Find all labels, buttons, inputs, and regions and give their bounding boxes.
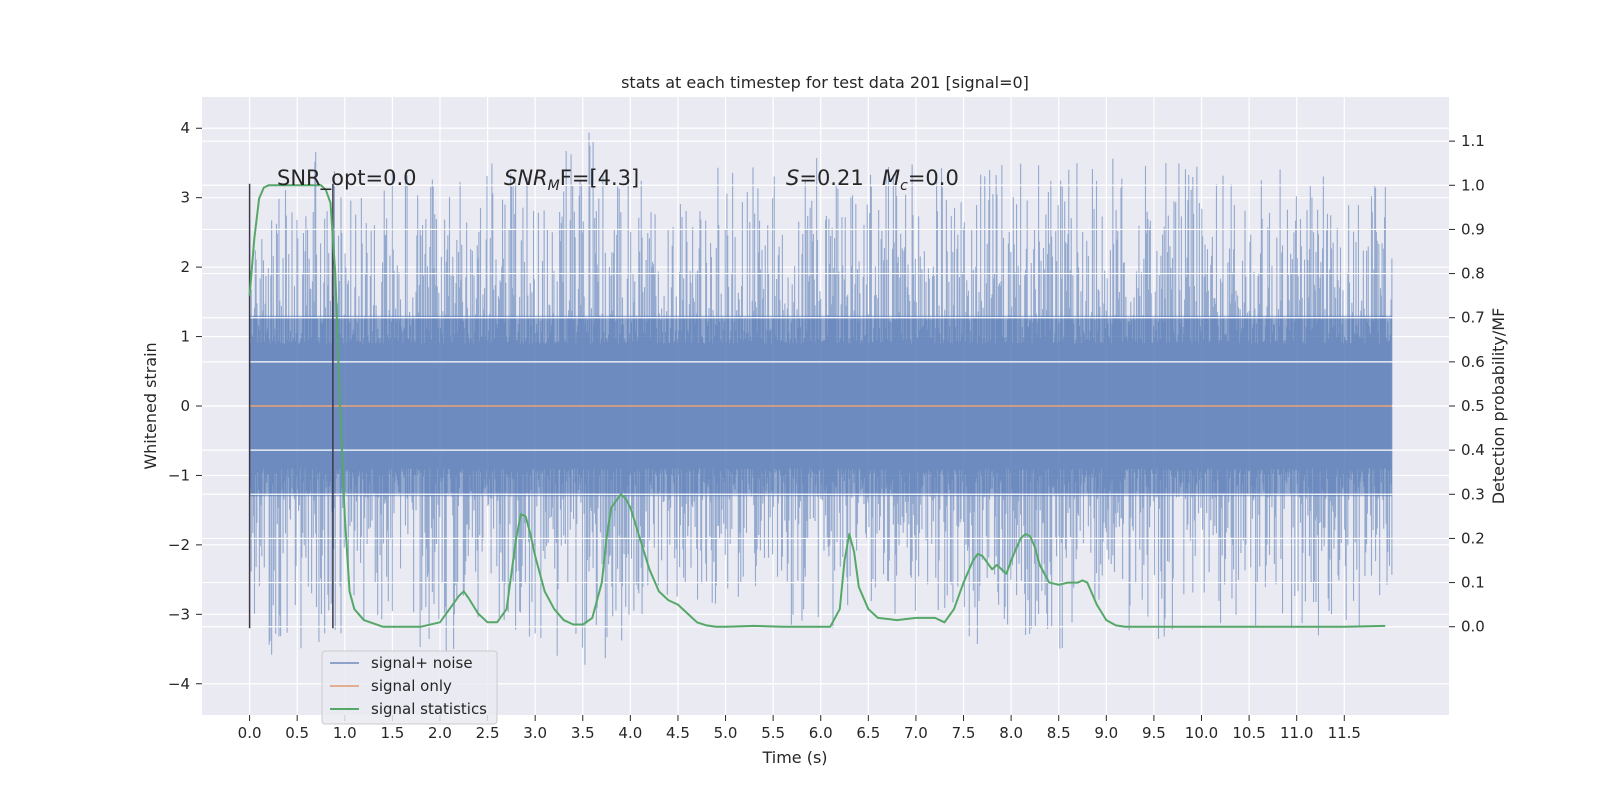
- y-left-tick-label: −1: [168, 466, 190, 484]
- x-tick-label: 8.0: [999, 724, 1023, 742]
- y-right-tick-label: 0.9: [1461, 220, 1485, 238]
- y-right-tick-label: 1.0: [1461, 176, 1485, 194]
- y-left-tick-label: 2: [180, 258, 190, 276]
- signal-statistics-line: [248, 184, 1386, 628]
- x-tick-label: 1.5: [380, 724, 404, 742]
- x-tick-label: 4.0: [618, 724, 642, 742]
- y-right-tick-label: 0.7: [1461, 309, 1485, 327]
- legend-label-signal-statistics: signal statistics: [371, 700, 487, 718]
- x-tick-label: 0.5: [285, 724, 309, 742]
- y-left-tick-label: 0: [180, 397, 190, 415]
- annotations: SNR_opt=0.0 SNRMF=[4.3] S=0.21 Mc=0.0: [277, 166, 959, 194]
- x-tick-label: 5.5: [761, 724, 785, 742]
- y-right-axis-ticks: 1.1 1.0 0.9 0.8 0.7 0.6 0.5 0.4 0.3 0.2 0.1 0.0: [1449, 132, 1485, 636]
- x-axis-label: Time (s): [761, 748, 827, 767]
- y-left-tick-label: −4: [168, 675, 190, 693]
- x-tick-label: 2.0: [428, 724, 452, 742]
- x-tick-label: 0.0: [238, 724, 262, 742]
- x-tick-label: 7.0: [904, 724, 928, 742]
- y-left-axis-label: Whitened strain: [141, 342, 160, 469]
- x-tick-label: 3.5: [571, 724, 595, 742]
- x-tick-label: 6.5: [856, 724, 880, 742]
- y-right-tick-label: 0.0: [1461, 618, 1485, 636]
- x-tick-label: 5.0: [714, 724, 738, 742]
- x-tick-label: 7.5: [952, 724, 976, 742]
- x-tick-label: 11.0: [1280, 724, 1313, 742]
- x-tick-label: 3.0: [523, 724, 547, 742]
- chart-title: stats at each timestep for test data 201…: [621, 73, 1029, 92]
- y-right-tick-label: 1.1: [1461, 132, 1485, 150]
- y-right-tick-label: 0.4: [1461, 441, 1485, 459]
- x-tick-label: 2.5: [476, 724, 500, 742]
- series-signal-statistics: [248, 184, 1386, 628]
- x-tick-label: 8.5: [1047, 724, 1071, 742]
- legend: signal+ noise signal only signal statist…: [321, 650, 498, 725]
- x-tick-label: 1.0: [333, 724, 357, 742]
- y-right-tick-label: 0.5: [1461, 397, 1485, 415]
- x-tick-label: 9.5: [1142, 724, 1166, 742]
- y-right-tick-label: 0.1: [1461, 574, 1485, 592]
- y-right-tick-label: 0.3: [1461, 485, 1485, 503]
- legend-box: [321, 650, 498, 725]
- y-left-tick-label: 4: [180, 119, 190, 137]
- annotation-snr-opt: SNR_opt=0.0: [277, 166, 417, 191]
- annotation-s: S=0.21: [786, 166, 864, 190]
- y-left-tick-label: 3: [180, 189, 190, 207]
- legend-label-signal-only: signal only: [371, 677, 452, 695]
- y-right-axis-label: Detection probability/MF: [1489, 308, 1508, 505]
- x-tick-label: 10.5: [1232, 724, 1265, 742]
- x-tick-label: 10.0: [1185, 724, 1218, 742]
- y-right-tick-label: 0.8: [1461, 265, 1485, 283]
- x-tick-label: 6.0: [809, 724, 833, 742]
- x-axis-ticks: 0.0 0.5 1.0 1.5 2.0 2.5 3.0 3.5 4.0 4.5 5.0 5.5 6.0 6…: [238, 715, 1361, 742]
- y-left-tick-label: 1: [180, 328, 190, 346]
- legend-label-signal-noise: signal+ noise: [371, 654, 473, 672]
- x-tick-label: 11.5: [1328, 724, 1361, 742]
- y-left-axis-ticks: 4 3 2 1 0 −1 −2 −3 −4: [168, 119, 202, 693]
- annotation-mc: Mc=0.0: [882, 166, 959, 194]
- y-right-tick-label: 0.2: [1461, 529, 1485, 547]
- y-right-tick-label: 0.6: [1461, 353, 1485, 371]
- x-tick-label: 4.5: [666, 724, 690, 742]
- x-tick-label: 9.0: [1094, 724, 1118, 742]
- annotation-snr-mf: SNRMF=[4.3]: [504, 166, 639, 194]
- vertical-markers: [248, 183, 334, 629]
- y-left-tick-label: −3: [168, 605, 190, 623]
- y-left-tick-label: −2: [168, 536, 190, 554]
